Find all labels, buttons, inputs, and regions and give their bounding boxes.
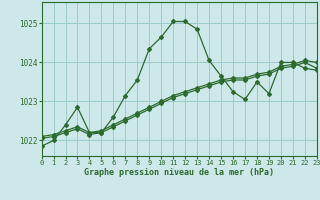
X-axis label: Graphe pression niveau de la mer (hPa): Graphe pression niveau de la mer (hPa) bbox=[84, 168, 274, 177]
